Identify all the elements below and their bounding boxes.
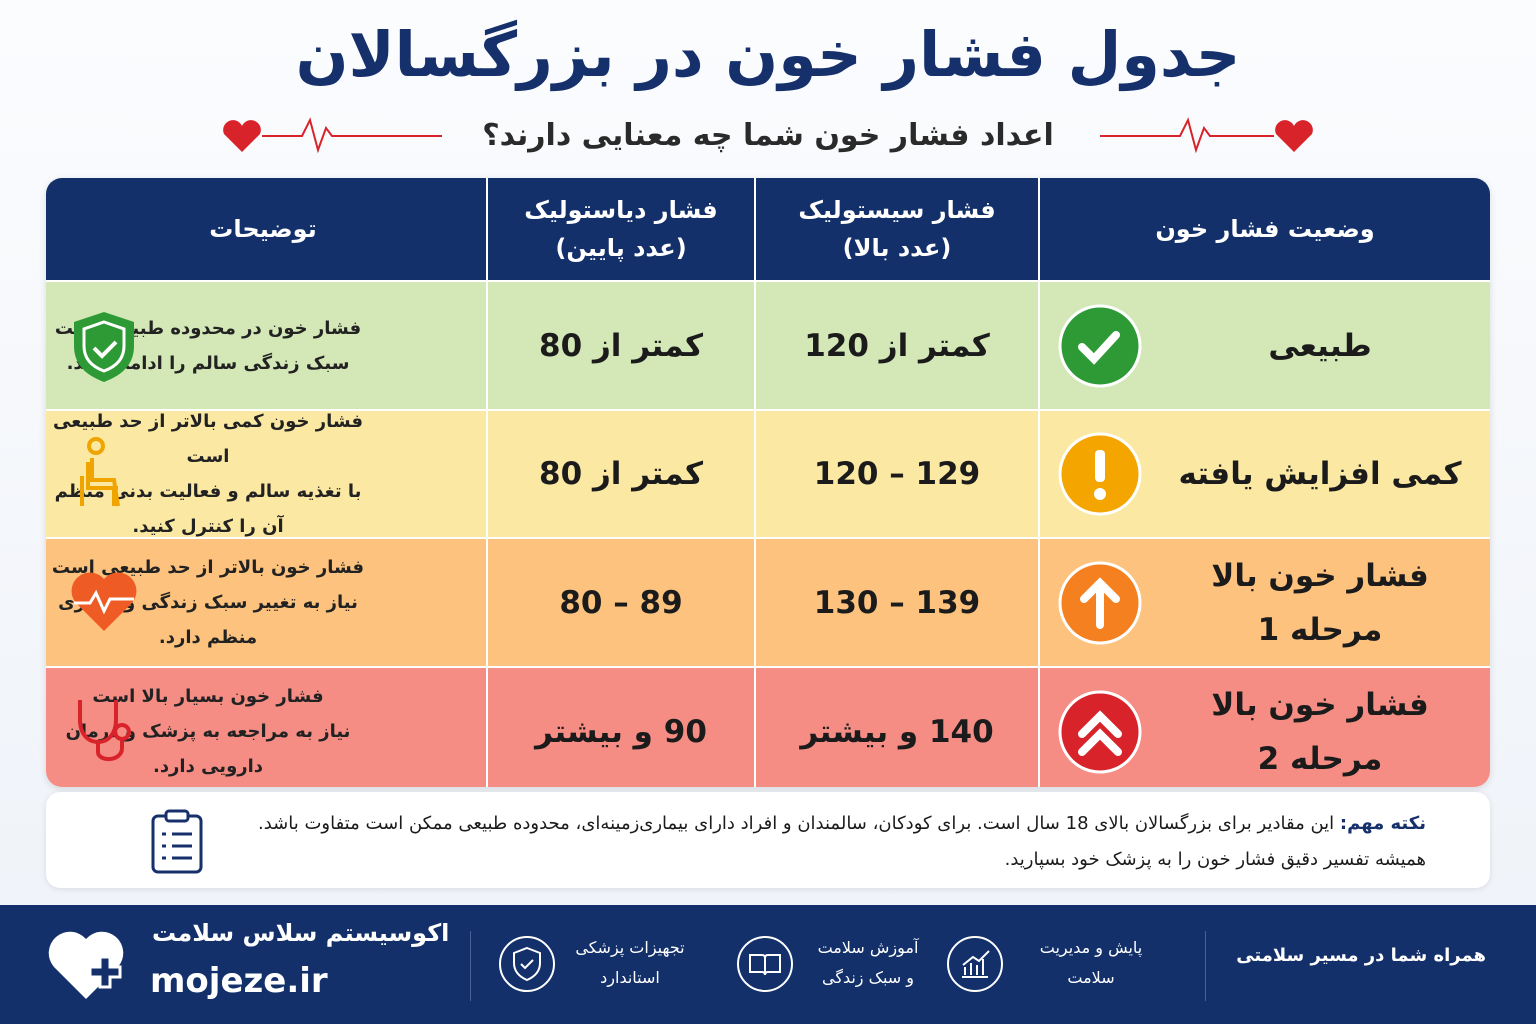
status-cell: کمی افزایش یافته bbox=[1040, 411, 1490, 537]
systolic-cell: 120 – 129 bbox=[756, 411, 1038, 537]
description-line: فشار خون بسیار بالا است bbox=[92, 686, 324, 707]
feature: آموزش سلامت و سبک زندگی bbox=[708, 933, 938, 997]
bp-table: وضعیت فشار خون فشار سیستولیک (عدد بالا) فشا… bbox=[46, 178, 1490, 787]
subtitle-row: اعداد فشار خون شما چه معنایی دارند؟ bbox=[0, 112, 1536, 162]
site: mojeze.ir bbox=[150, 961, 328, 1001]
systolic-cell: کمتر از 120 bbox=[756, 282, 1038, 409]
description-line: منظم دارد. bbox=[158, 627, 258, 648]
column-header: فشار سیستولیک (عدد بالا) bbox=[756, 178, 1038, 280]
diastolic-value: کمتر از 80 bbox=[539, 456, 703, 492]
diastolic-value: 80 – 89 bbox=[559, 584, 683, 621]
description-icon bbox=[80, 437, 120, 507]
footer: همراه شما در مسیر سلامتی پایش و مدیریت س… bbox=[0, 905, 1536, 1024]
note-label: نکته مهم: bbox=[1339, 813, 1426, 834]
description-cell: فشار خون در محدوده طبیعی است سبک زندگی سا… bbox=[46, 282, 486, 409]
feature-icon bbox=[499, 936, 555, 992]
status-cell: طبیعی bbox=[1040, 282, 1490, 409]
description-icon bbox=[78, 699, 131, 761]
status-line: مرحله 2 bbox=[1257, 740, 1383, 777]
column-header: توضیحات bbox=[46, 178, 486, 280]
feature-line: پایش و مدیریت bbox=[1039, 938, 1143, 957]
description-line: فشار خون بالاتر از حد طبیعی است bbox=[51, 557, 365, 578]
feature-icon bbox=[947, 936, 1003, 992]
systolic-cell: 140 و بیشتر bbox=[756, 668, 1038, 787]
separator bbox=[470, 931, 471, 1001]
description-cell: فشار خون بالاتر از حد طبیعی است نیاز به ت… bbox=[46, 539, 486, 666]
description-line: سبک زندگی سالم را ادامه دهید. bbox=[66, 352, 350, 374]
subtitle: اعداد فشار خون شما چه معنایی دارند؟ bbox=[482, 118, 1054, 153]
column-header: وضعیت فشار خون bbox=[1040, 178, 1490, 280]
note-box: نکته مهم: این مقادیر برای بزرگسالان بالا… bbox=[46, 792, 1490, 888]
header-line: فشار سیستولیک bbox=[798, 196, 996, 224]
description-cell: فشار خون کمی بالاتر از حد طبیعی است با تغ… bbox=[46, 411, 486, 537]
note-line: همیشه تفسیر دقیق فشار خون را به پزشک خود… bbox=[1004, 849, 1426, 870]
description-icon bbox=[74, 311, 134, 382]
description-line: فشار خون کمی بالاتر از حد طبیعی است bbox=[53, 411, 363, 467]
feature-line: استاندارد bbox=[600, 968, 660, 987]
header-line: (عدد پایین) bbox=[555, 234, 687, 262]
brand-name: اکوسیستم سلاس سلامت bbox=[152, 919, 450, 947]
description-line: نیاز به مراجعه به پزشک و درمان bbox=[65, 721, 351, 742]
description-line: دارویی دارد. bbox=[152, 756, 264, 777]
ecg-decoration bbox=[223, 117, 1313, 154]
systolic-value: کمتر از 120 bbox=[804, 327, 990, 364]
status-line: فشار خون بالا bbox=[1211, 557, 1429, 594]
systolic-value: 120 – 129 bbox=[813, 456, 981, 492]
diastolic-cell: کمتر از 80 bbox=[488, 411, 754, 537]
feature-line: سلامت bbox=[1067, 968, 1115, 987]
diastolic-cell: 80 – 89 bbox=[488, 539, 754, 666]
note-line: نکته مهم: این مقادیر برای بزرگسالان بالا… bbox=[186, 806, 1426, 842]
systolic-value: 140 و بیشتر bbox=[800, 713, 994, 750]
status-cell: فشار خون بالا مرحله 1 bbox=[1040, 539, 1490, 666]
brand-logo bbox=[48, 931, 124, 999]
title: جدول فشار خون در بزرگسالان bbox=[295, 18, 1241, 91]
diastolic-value: کمتر از 80 bbox=[539, 327, 703, 364]
status-icon bbox=[1058, 304, 1142, 387]
feature-line: تجهیزات پزشکی bbox=[575, 938, 685, 957]
description-line: آن را کنترل کنید. bbox=[132, 516, 284, 537]
description-line: با تغذیه سالم و فعالیت بدنی منظم bbox=[54, 481, 362, 502]
feature-icon bbox=[737, 936, 793, 992]
diastolic-cell: 90 و بیشتر bbox=[488, 668, 754, 787]
tagline: همراه شما در مسیر سلامتی bbox=[1236, 945, 1486, 966]
diastolic-value: 90 و بیشتر bbox=[535, 713, 707, 750]
status-line: فشار خون بالا bbox=[1211, 686, 1429, 723]
header-line: فشار دیاستولیک bbox=[524, 196, 718, 224]
note-text: این مقادیر برای بزرگسالان بالای 18 سال ا… bbox=[257, 813, 1335, 834]
separator bbox=[1205, 931, 1206, 1001]
column-header: فشار دیاستولیک (عدد پایین) bbox=[488, 178, 754, 280]
status-icon bbox=[1058, 432, 1142, 516]
feature: تجهیزات پزشکی استاندارد bbox=[470, 933, 700, 997]
feature-line: و سبک زندگی bbox=[822, 968, 914, 987]
clipboard-icon bbox=[151, 809, 203, 874]
status-line: کمی افزایش یافته bbox=[1178, 456, 1462, 492]
feature-line: آموزش سلامت bbox=[817, 938, 919, 957]
description-icon bbox=[71, 572, 137, 631]
feature: پایش و مدیریت سلامت bbox=[946, 933, 1176, 997]
header-line: (عدد بالا) bbox=[842, 234, 952, 262]
status-icon bbox=[1058, 690, 1142, 773]
description-cell: فشار خون بسیار بالا است نیاز به مراجعه به… bbox=[46, 668, 486, 787]
header-line: وضعیت فشار خون bbox=[1155, 215, 1375, 243]
systolic-cell: 130 – 139 bbox=[756, 539, 1038, 666]
diastolic-cell: کمتر از 80 bbox=[488, 282, 754, 409]
systolic-value: 130 – 139 bbox=[813, 584, 981, 621]
status-cell: فشار خون بالا مرحله 2 bbox=[1040, 668, 1490, 787]
status-icon bbox=[1058, 561, 1142, 644]
status-line: طبیعی bbox=[1268, 327, 1372, 364]
status-line: مرحله 1 bbox=[1257, 611, 1383, 648]
header-line: توضیحات bbox=[209, 215, 317, 243]
